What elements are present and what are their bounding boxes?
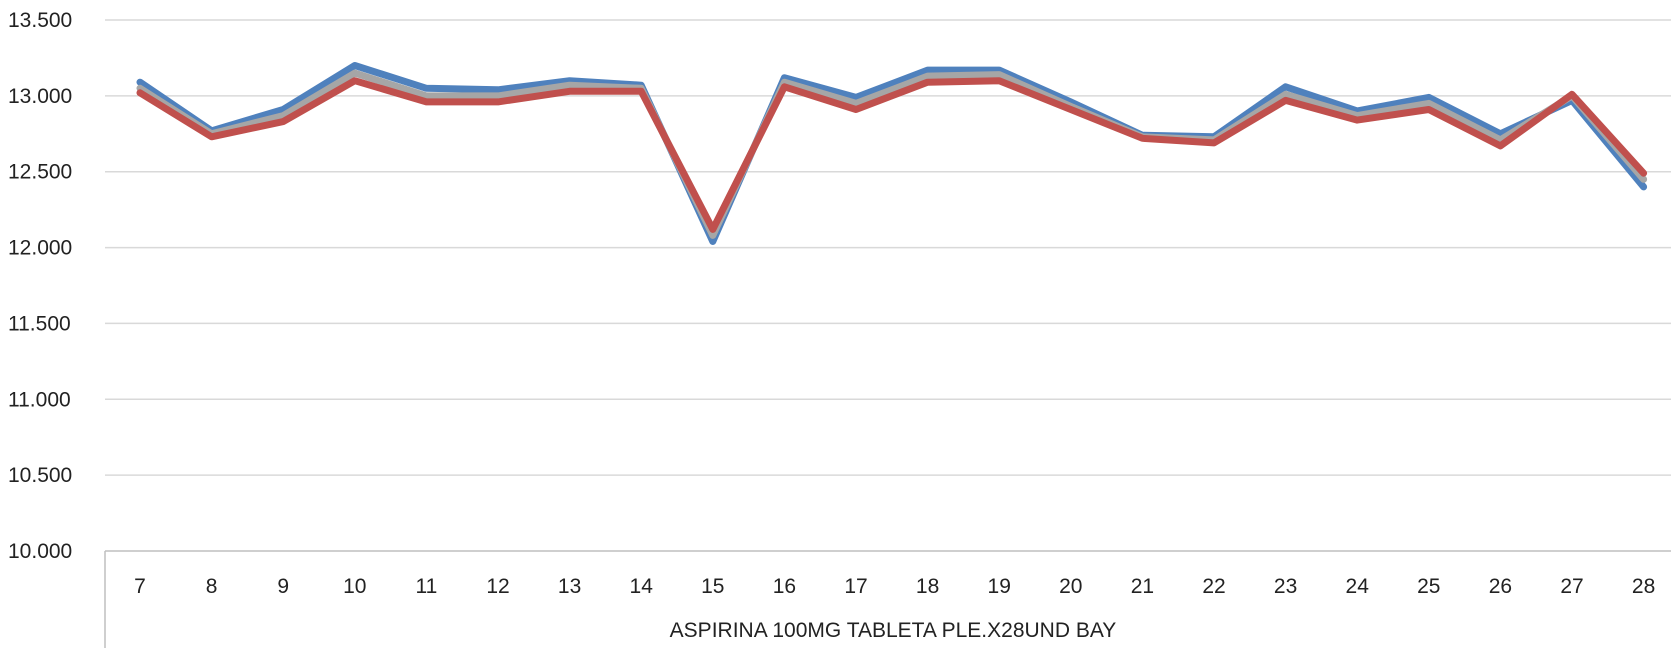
y-tick-label: 13.000 [8, 85, 72, 108]
y-tick-label: 10.500 [8, 464, 72, 487]
x-tick-label: 22 [1202, 575, 1225, 598]
x-tick-label: 25 [1417, 575, 1440, 598]
x-tick-label: 23 [1274, 575, 1297, 598]
x-axis-tick-labels: 7 8 9 10 11 12 13 14 15 16 17 18 19 20 21 22 23 24 25 26 27 2… [134, 575, 1655, 598]
x-axis-title: ASPIRINA 100MG TABLETA PLE.X28UND BAY [670, 619, 1117, 642]
x-tick-label: 10 [343, 575, 366, 598]
x-tick-label: 13 [558, 575, 581, 598]
x-tick-label: 26 [1489, 575, 1512, 598]
y-tick-label: 10.000 [8, 540, 72, 563]
y-tick-label: 13.500 [8, 9, 72, 32]
x-tick-label: 17 [844, 575, 867, 598]
x-tick-label: 14 [630, 575, 654, 598]
y-axis-tick-labels: 10.000 10.500 11.000 11.500 12.000 12.500 13.0… [8, 9, 72, 563]
x-tick-label: 9 [277, 575, 289, 598]
x-tick-label: 15 [701, 575, 724, 598]
series-line-1 [136, 62, 1648, 245]
x-tick-label: 11 [415, 575, 437, 598]
series-line-2 [136, 69, 1648, 239]
x-tick-label: 12 [486, 575, 509, 598]
x-tick-label: 28 [1632, 575, 1655, 598]
y-tick-label: 11.500 [8, 312, 71, 335]
y-tick-label: 11.000 [8, 388, 71, 411]
x-tick-label: 20 [1059, 575, 1082, 598]
x-tick-label: 16 [773, 575, 796, 598]
x-tick-label: 19 [988, 575, 1011, 598]
x-tick-label: 24 [1346, 575, 1370, 598]
y-tick-label: 12.000 [8, 237, 72, 260]
y-tick-label: 12.500 [8, 161, 72, 184]
x-tick-label: 7 [134, 575, 146, 598]
x-tick-label: 21 [1131, 575, 1154, 598]
x-tick-label: 27 [1560, 575, 1583, 598]
x-tick-label: 18 [916, 575, 939, 598]
series-line-3 [136, 77, 1648, 233]
axes [104, 550, 1671, 648]
series-lines [136, 62, 1648, 245]
x-tick-label: 8 [206, 575, 218, 598]
